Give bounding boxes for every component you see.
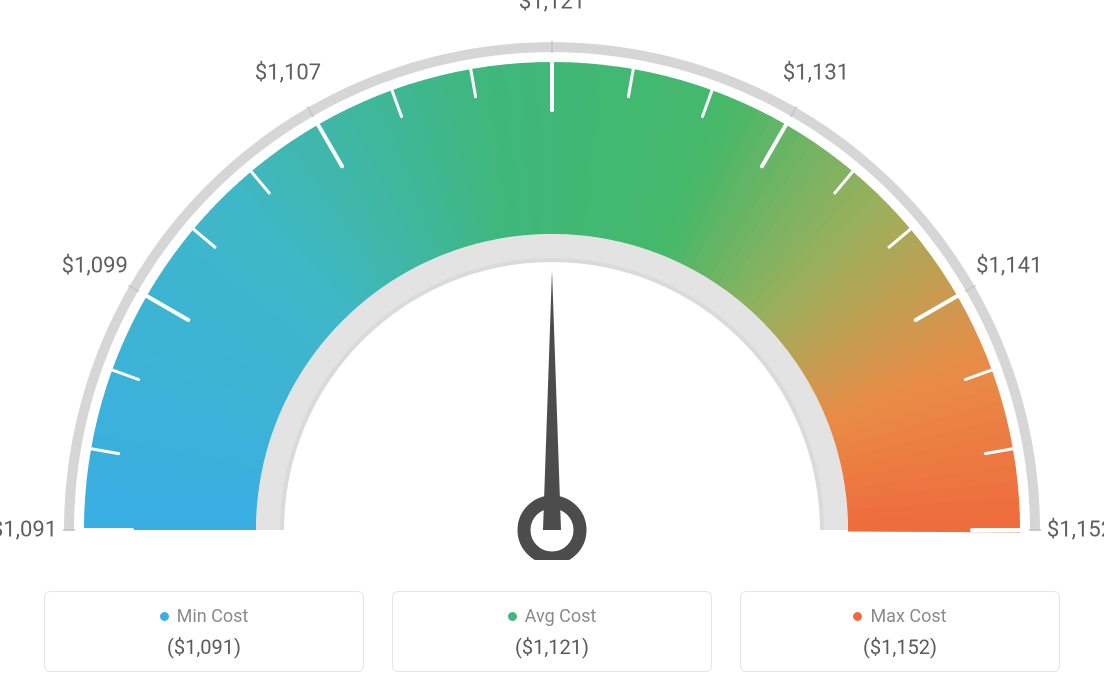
dot-icon [160,612,169,621]
legend-top-avg: Avg Cost [403,606,701,627]
gauge-tick-label: $1,121 [519,0,585,15]
legend-label-max: Max Cost [870,606,946,627]
gauge-tick-label: $1,099 [62,254,128,279]
dot-icon [508,612,517,621]
gauge-tick-label: $1,131 [783,60,849,85]
legend-card-min: Min Cost ($1,091) [44,591,364,672]
legend-top-max: Max Cost [751,606,1049,627]
gauge-area: $1,091 $1,099 $1,107 $1,121 $1,131 $1,141 $1,1… [0,0,1104,560]
gauge-needle [543,270,561,530]
gauge-tick-label: $1,091 [0,518,57,543]
legend-card-max: Max Cost ($1,152) [740,591,1060,672]
legend-value-min: ($1,091) [55,635,353,659]
gauge-tick-label: $1,152 [1047,518,1104,543]
legend-label-avg: Avg Cost [525,606,597,627]
gauge-tick-label: $1,107 [255,60,321,85]
gauge-svg [0,0,1104,560]
legend-label-min: Min Cost [177,606,249,627]
dot-icon [853,612,862,621]
chart-container: $1,091 $1,099 $1,107 $1,121 $1,131 $1,141 $1,1… [0,0,1104,690]
legend-value-avg: ($1,121) [403,635,701,659]
legend-row: Min Cost ($1,091) Avg Cost ($1,121) Max … [0,591,1104,672]
legend-card-avg: Avg Cost ($1,121) [392,591,712,672]
legend-top-min: Min Cost [55,606,353,627]
gauge-tick-label: $1,141 [976,254,1042,279]
legend-value-max: ($1,152) [751,635,1049,659]
